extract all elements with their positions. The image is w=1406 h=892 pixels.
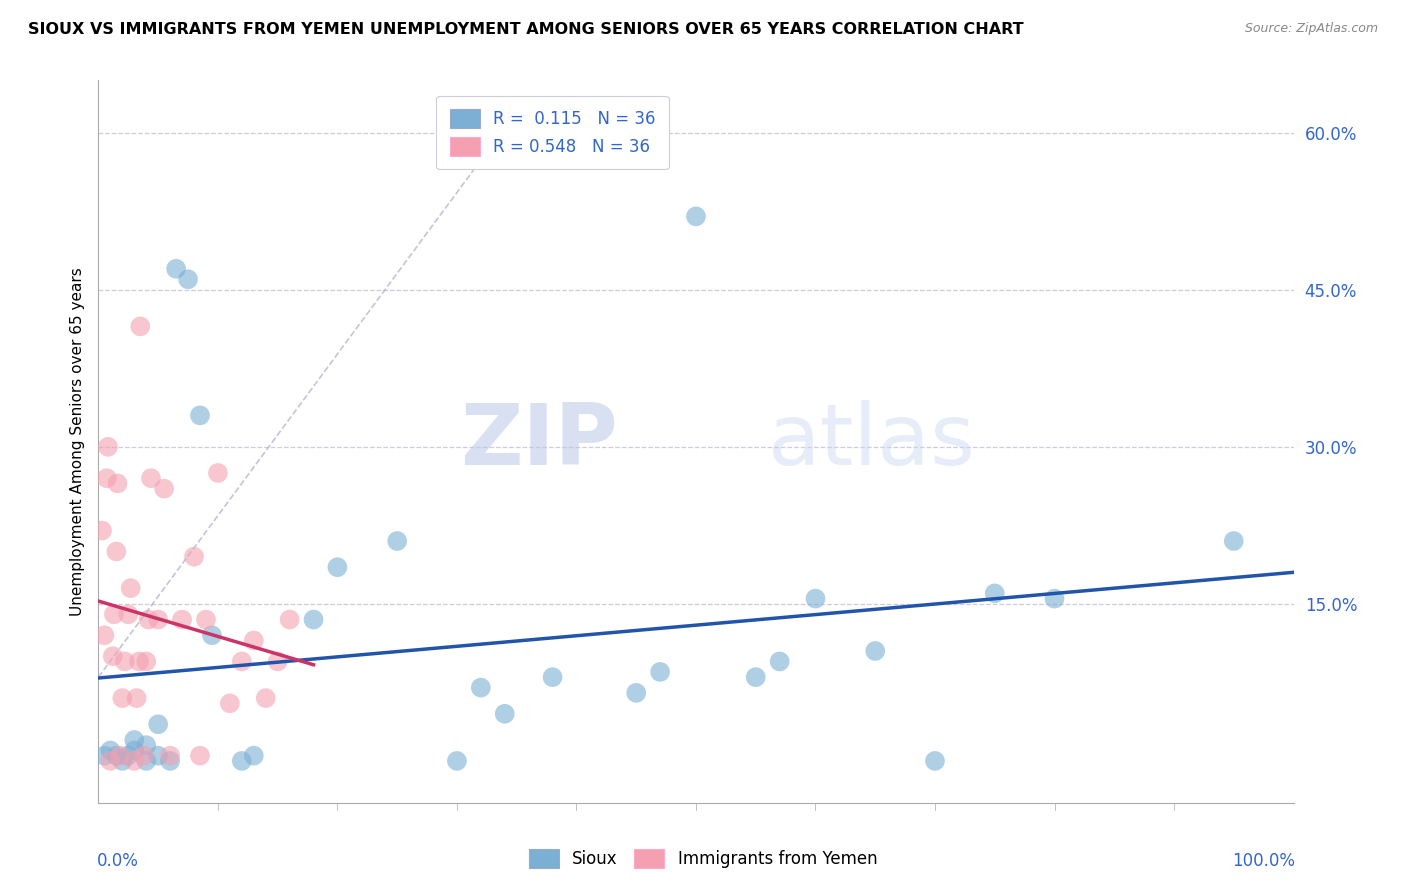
Point [129,319,152,334]
Point [148,717,170,731]
Point [231,754,253,768]
Point [132,748,155,763]
Point [114,655,136,669]
Point [117,748,139,763]
Point [135,754,157,768]
Point [685,210,707,224]
Legend: Sioux, Immigrants from Yemen: Sioux, Immigrants from Yemen [522,842,884,875]
Point [231,655,253,669]
Point [494,706,516,721]
Point [207,466,229,480]
Point [98,754,122,768]
Point [172,613,194,627]
Text: 100.0%: 100.0% [1232,852,1295,870]
Point [101,649,124,664]
Point [148,748,170,763]
Point [125,691,148,706]
Point [745,670,768,684]
Text: ZIP: ZIP [461,400,619,483]
Point [124,754,146,768]
Point [165,261,187,276]
Point [1223,534,1246,549]
Point [105,748,128,763]
Point [243,748,266,763]
Point [984,586,1007,600]
Point [148,613,170,627]
Point [117,607,139,622]
Point [111,691,134,706]
Point [139,471,162,485]
Point [188,409,211,423]
Point [128,655,150,669]
Point [91,524,114,538]
Point [648,665,672,679]
Point [1043,591,1066,606]
Point [195,613,218,627]
Text: SIOUX VS IMMIGRANTS FROM YEMEN UNEMPLOYMENT AMONG SENIORS OVER 65 YEARS CORRELAT: SIOUX VS IMMIGRANTS FROM YEMEN UNEMPLOYM… [28,22,1024,37]
Point [120,581,142,595]
Point [107,476,129,491]
Point [278,613,301,627]
Text: atlas: atlas [768,400,976,483]
Point [541,670,564,684]
Point [98,743,122,757]
Point [159,748,181,763]
Legend: R =  0.115   N = 36, R = 0.548   N = 36: R = 0.115 N = 36, R = 0.548 N = 36 [436,95,669,169]
Point [97,440,120,454]
Point [93,628,115,642]
Point [302,613,325,627]
Point [188,748,211,763]
Point [446,754,468,768]
Point [626,686,648,700]
Point [103,607,125,622]
Point [108,748,131,763]
Point [93,748,115,763]
Point [267,655,290,669]
Point [201,628,224,642]
Point [153,482,176,496]
Point [470,681,492,695]
Point [124,733,146,747]
Point [254,691,277,706]
Point [385,534,409,549]
Point [135,738,157,752]
Point [183,549,205,564]
Point [326,560,349,574]
Point [135,655,157,669]
Point [804,591,827,606]
Point [219,696,242,710]
Point [138,613,160,627]
Point [865,644,887,658]
Text: 0.0%: 0.0% [97,852,139,870]
Point [105,544,128,558]
Point [96,471,118,485]
Point [124,743,146,757]
Text: Source: ZipAtlas.com: Source: ZipAtlas.com [1244,22,1378,36]
Point [768,655,790,669]
Point [177,272,200,286]
Point [924,754,946,768]
Point [243,633,266,648]
Point [111,754,134,768]
Y-axis label: Unemployment Among Seniors over 65 years: Unemployment Among Seniors over 65 years [69,268,84,615]
Point [159,754,181,768]
